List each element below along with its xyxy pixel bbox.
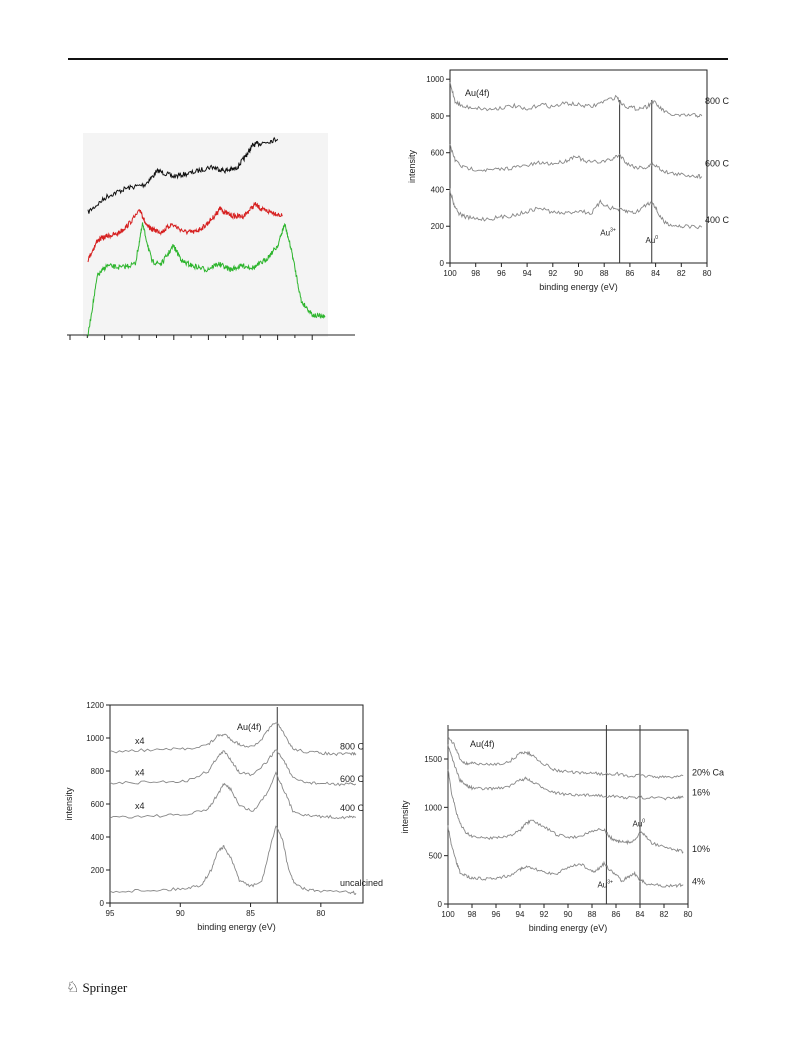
- publisher-footer: ♘ Springer: [66, 980, 127, 996]
- spectrum-line: [109, 825, 357, 896]
- x-tick-label: 90: [176, 909, 185, 918]
- x-tick-label: 88: [588, 910, 597, 919]
- series-line: [87, 136, 279, 214]
- scale-marker-label: x4: [135, 736, 145, 746]
- y-axis-label: intensity: [400, 800, 410, 834]
- x-tick-label: 92: [540, 910, 549, 919]
- scale-marker-label: x4: [135, 801, 145, 811]
- x-tick-label: 85: [246, 909, 255, 918]
- y-tick-label: 400: [91, 833, 105, 842]
- y-tick-label: 800: [91, 767, 105, 776]
- series-label: 4%: [692, 877, 705, 887]
- spectrum-line: [109, 771, 356, 820]
- x-tick-label: 94: [516, 910, 525, 919]
- series-line: [87, 222, 326, 337]
- series-line: [87, 201, 283, 263]
- spectrum-line: [449, 188, 703, 230]
- y-tick-label: 500: [429, 852, 443, 861]
- x-tick-label: 96: [492, 910, 501, 919]
- peak-label: Au3+: [597, 880, 613, 890]
- series-label: 16%: [692, 788, 710, 798]
- x-tick-label: 86: [612, 910, 621, 919]
- annotation-label: Au(4f): [470, 739, 495, 749]
- scale-marker-label: x4: [135, 767, 145, 777]
- annotation-label: Au(4f): [465, 88, 490, 98]
- y-axis-label: intensity: [407, 149, 417, 183]
- series-label: uncalcined: [340, 878, 383, 888]
- spectrum-line: [447, 825, 684, 889]
- peak-label: Au3+: [600, 227, 616, 237]
- plot-frame: [449, 69, 708, 264]
- figure-d-xps-spectra: 100 98 96 94 92 90 88 86 84 82 80 0 500 1000 1500 bindi…: [400, 725, 724, 933]
- x-axis-label: binding energy (eV): [539, 282, 618, 292]
- x-tick-label: 92: [548, 269, 557, 278]
- x-tick-label: 80: [316, 909, 325, 918]
- x-tick-label: 95: [106, 909, 115, 918]
- spectrum-line: [449, 82, 703, 118]
- y-tick-label: 200: [91, 866, 105, 875]
- x-axis-label: binding energy (eV): [529, 923, 608, 933]
- y-axis-label: intensity: [64, 787, 74, 821]
- y-tick-label: 200: [431, 222, 445, 231]
- header-rule: [68, 58, 728, 60]
- spectrum-line: [447, 744, 684, 801]
- y-tick-label: 1000: [86, 734, 104, 743]
- x-tick-label: 100: [441, 910, 455, 919]
- x-tick-label: 84: [636, 910, 645, 919]
- series-label: 400 C: [340, 803, 365, 813]
- spectrum-line: [447, 769, 684, 854]
- x-tick-label: 88: [600, 269, 609, 278]
- y-tick-label: 0: [100, 899, 105, 908]
- y-tick-label: 600: [91, 800, 105, 809]
- series-label: 600 C: [705, 159, 730, 169]
- spectrum-line: [449, 144, 703, 180]
- series-label: 20% Ca: [692, 767, 724, 777]
- peak-label: Au0: [645, 235, 658, 245]
- x-tick-label: 82: [677, 269, 686, 278]
- figure-b-xps-spectra: 100 98 96 94 92 90 88 86 84 82 8002004006008001000…: [407, 69, 730, 292]
- x-tick-label: 80: [684, 910, 693, 919]
- peak-label: Au0: [633, 819, 646, 829]
- series-label: 400 C: [705, 215, 730, 225]
- series-label: 800 C: [340, 742, 365, 752]
- y-tick-label: 1000: [424, 803, 442, 812]
- y-tick-label: 1200: [86, 701, 104, 710]
- x-tick-label: 98: [471, 269, 480, 278]
- x-tick-label: 80: [703, 269, 712, 278]
- x-tick-label: 96: [497, 269, 506, 278]
- y-tick-label: 600: [431, 149, 445, 158]
- series-label: 600 C: [340, 774, 365, 784]
- y-tick-label: 1000: [426, 75, 444, 84]
- y-tick-label: 400: [431, 185, 445, 194]
- plot-frame: [447, 729, 689, 905]
- x-tick-label: 98: [468, 910, 477, 919]
- x-tick-label: 84: [651, 269, 660, 278]
- y-tick-label: 0: [440, 259, 445, 268]
- x-tick-label: 94: [523, 269, 532, 278]
- series-label: 800 C: [705, 96, 730, 106]
- x-tick-label: 90: [574, 269, 583, 278]
- x-axis-label: binding energy (eV): [197, 922, 276, 932]
- x-tick-label: 100: [443, 269, 457, 278]
- spectrum-line: [109, 749, 357, 787]
- series-label: 10%: [692, 844, 710, 854]
- y-tick-label: 1500: [424, 755, 442, 764]
- annotation-label: Au(4f): [237, 722, 262, 732]
- x-tick-label: 86: [625, 269, 634, 278]
- x-tick-label: 90: [564, 910, 573, 919]
- spectrum-line: [447, 736, 684, 780]
- springer-horse-icon: ♘: [66, 979, 80, 996]
- y-tick-label: 0: [438, 900, 443, 909]
- plot-background: [83, 133, 328, 337]
- y-tick-label: 800: [431, 112, 445, 121]
- spectrum-line: [109, 722, 357, 757]
- publisher-name: Springer: [82, 980, 128, 995]
- x-tick-label: 82: [660, 910, 669, 919]
- figure-a-xrd-pattern: [67, 133, 355, 340]
